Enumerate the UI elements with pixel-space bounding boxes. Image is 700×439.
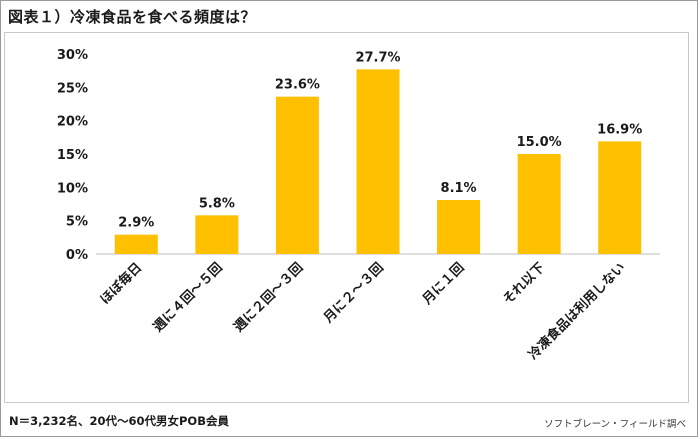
chart-title: 図表１）冷凍食品を食べる頻度は？ bbox=[8, 8, 257, 26]
y-tick-label: 20% bbox=[57, 115, 88, 130]
bar bbox=[275, 96, 319, 255]
category-label: それ以下 bbox=[501, 260, 548, 307]
bar bbox=[356, 69, 400, 254]
bar bbox=[437, 200, 481, 254]
category-label: 週に２回～３回 bbox=[231, 260, 306, 335]
y-tick-label: 30% bbox=[57, 48, 88, 63]
data-label: 23.6% bbox=[275, 78, 320, 93]
data-label: 27.7% bbox=[355, 50, 400, 65]
source-credit: ソフトブレーン・フィールド調べ bbox=[544, 419, 686, 430]
data-label: 15.0% bbox=[517, 135, 562, 150]
bar bbox=[114, 234, 158, 254]
category-label: 月に１回 bbox=[419, 260, 467, 308]
category-label: 週に４回～５回 bbox=[151, 260, 226, 335]
data-label: 8.1% bbox=[441, 181, 477, 196]
y-tick-label: 25% bbox=[57, 81, 88, 96]
sample-footnote: N＝3,232名、20代～60代男女POB会員 bbox=[9, 414, 229, 428]
y-tick-label: 0% bbox=[66, 248, 88, 263]
category-label: 月に２～３回 bbox=[320, 260, 386, 326]
y-tick-label: 5% bbox=[66, 215, 88, 230]
data-label: 2.9% bbox=[118, 216, 154, 231]
y-tick-label: 15% bbox=[57, 148, 88, 163]
bar bbox=[517, 154, 561, 254]
data-label: 16.9% bbox=[597, 122, 642, 137]
category-label: ほぼ毎日 bbox=[97, 260, 145, 308]
data-label: 5.8% bbox=[199, 196, 235, 211]
chart-area bbox=[4, 32, 689, 403]
bar bbox=[598, 141, 642, 254]
y-tick-label: 10% bbox=[57, 181, 88, 196]
bar bbox=[195, 215, 239, 254]
